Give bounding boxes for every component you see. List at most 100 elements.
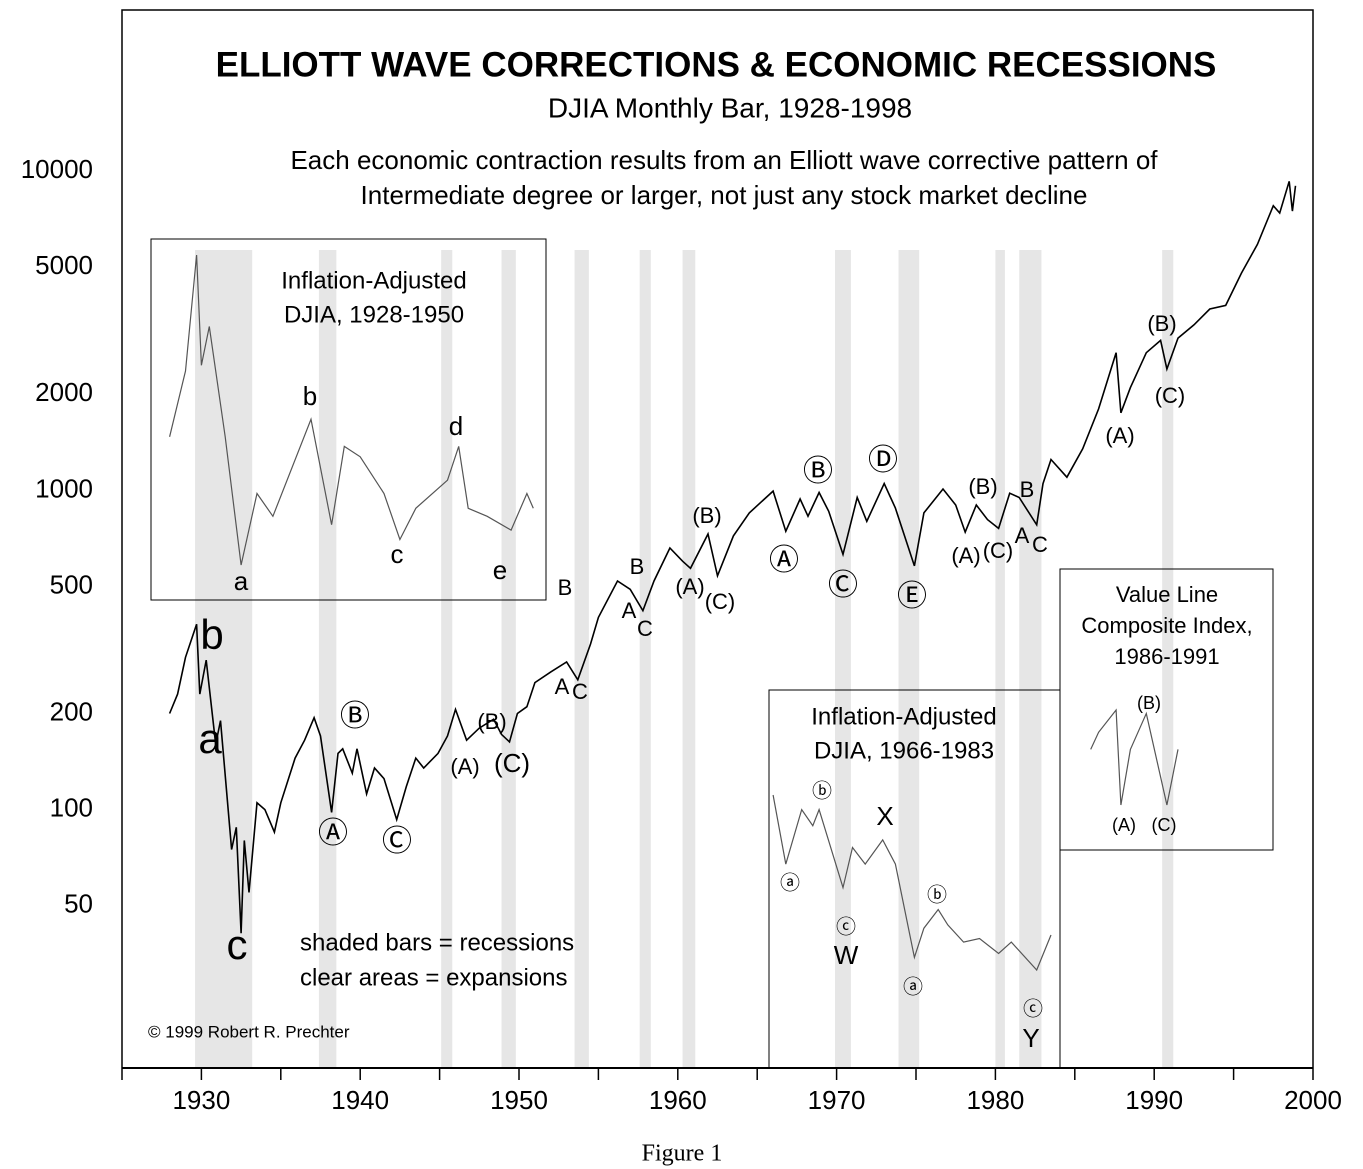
wave-label: b bbox=[200, 611, 223, 658]
wave-label: (A) bbox=[951, 543, 980, 568]
x-tick-label: 1980 bbox=[966, 1085, 1024, 1115]
x-tick-label: 1960 bbox=[649, 1085, 707, 1115]
recession-bar bbox=[1019, 250, 1042, 1068]
y-tick-label: 10000 bbox=[21, 154, 93, 184]
y-tick-label: 2000 bbox=[35, 377, 93, 407]
inset-title: Inflation-Adjusted bbox=[811, 703, 996, 730]
legend-text: shaded bars = recessions bbox=[300, 929, 574, 956]
y-tick-label: 500 bbox=[50, 569, 93, 599]
copyright: © 1999 Robert R. Prechter bbox=[148, 1022, 350, 1041]
y-tick-label: 100 bbox=[50, 792, 93, 822]
x-tick-label: 1970 bbox=[808, 1085, 866, 1115]
inset-wave-label: (A) bbox=[1112, 815, 1136, 835]
wave-label: A bbox=[555, 674, 570, 699]
recession-bar bbox=[639, 250, 651, 1068]
wave-label: (A) bbox=[675, 574, 704, 599]
y-tick-label: 1000 bbox=[35, 473, 93, 503]
wave-label: c bbox=[227, 921, 248, 968]
recession-bar bbox=[195, 250, 253, 1068]
description: Intermediate degree or larger, not just … bbox=[361, 180, 1088, 210]
x-tick-label: 1930 bbox=[172, 1085, 230, 1115]
inset-wave-label: ⓑ bbox=[927, 883, 947, 906]
recession-bar bbox=[835, 250, 851, 1068]
inset-wave-label: b bbox=[303, 381, 317, 411]
wave-label: C bbox=[1032, 532, 1048, 557]
recession-bar bbox=[574, 250, 589, 1068]
wave-label: (A) bbox=[450, 754, 479, 779]
wave-label: Ⓒ bbox=[828, 569, 858, 602]
wave-label: (A) bbox=[1105, 423, 1134, 448]
inset-wave-label: ⓑ bbox=[812, 779, 832, 802]
inset-box bbox=[150, 238, 547, 601]
wave-label: (C) bbox=[705, 589, 736, 614]
x-tick-label: 1990 bbox=[1125, 1085, 1183, 1115]
inset-wave-label: Y bbox=[1022, 1023, 1039, 1053]
x-tick-label: 1950 bbox=[490, 1085, 548, 1115]
inset-title: DJIA, 1966-1983 bbox=[814, 737, 994, 764]
description: Each economic contraction results from a… bbox=[290, 145, 1158, 175]
x-tick-label: 2000 bbox=[1284, 1085, 1342, 1115]
wave-label: B bbox=[1020, 477, 1035, 502]
plot-frame bbox=[121, 9, 1314, 1068]
inset-title: Composite Index, bbox=[1081, 613, 1252, 638]
wave-label: Ⓔ bbox=[897, 580, 927, 613]
recession-bar bbox=[441, 250, 453, 1068]
wave-label: A bbox=[1015, 523, 1030, 548]
wave-label: Ⓓ bbox=[868, 444, 898, 477]
wave-label: (B) bbox=[692, 503, 721, 528]
inset-box bbox=[1059, 568, 1274, 851]
wave-label: (B) bbox=[1147, 311, 1176, 336]
wave-label: Ⓑ bbox=[340, 700, 370, 733]
wave-label: (B) bbox=[477, 709, 506, 734]
recession-bar bbox=[318, 250, 337, 1068]
inset-line bbox=[169, 254, 534, 566]
caption: Figure 1 bbox=[642, 1141, 723, 1167]
inset-wave-label: ⓒ bbox=[1023, 997, 1043, 1020]
wave-label: Ⓐ bbox=[769, 544, 799, 577]
chart-title: ELLIOTT WAVE CORRECTIONS & ECONOMIC RECE… bbox=[216, 45, 1217, 84]
inset-wave-label: ⓐ bbox=[903, 975, 923, 998]
chart-subtitle: DJIA Monthly Bar, 1928-1998 bbox=[548, 92, 912, 123]
inset-wave-label: a bbox=[234, 566, 249, 596]
wave-label: a bbox=[198, 715, 222, 762]
y-tick-label: 200 bbox=[50, 696, 93, 726]
wave-label: (C) bbox=[1155, 383, 1186, 408]
y-tick-label: 5000 bbox=[35, 250, 93, 280]
wave-label: Ⓐ bbox=[318, 817, 348, 850]
inset-wave-label: ⓐ bbox=[780, 871, 800, 894]
inset-box bbox=[768, 689, 1061, 1069]
inset-title: Value Line bbox=[1116, 582, 1218, 607]
wave-label: C bbox=[637, 616, 653, 641]
inset-wave-label: c bbox=[391, 539, 404, 569]
wave-label: A bbox=[622, 598, 637, 623]
recession-bar bbox=[1162, 250, 1174, 1068]
inset-wave-label: W bbox=[834, 940, 859, 970]
inset-wave-label: ⓒ bbox=[836, 915, 856, 938]
inset-wave-label: X bbox=[876, 801, 893, 831]
inset-line bbox=[1090, 708, 1179, 806]
y-tick-label: 50 bbox=[64, 889, 93, 919]
legend-text: clear areas = expansions bbox=[300, 964, 568, 991]
x-tick-label: 1940 bbox=[331, 1085, 389, 1115]
recession-bar bbox=[995, 250, 1005, 1068]
recession-bar bbox=[682, 250, 696, 1068]
inset-wave-label: (B) bbox=[1137, 693, 1161, 713]
wave-label: (C) bbox=[983, 538, 1014, 563]
wave-label: Ⓒ bbox=[382, 825, 412, 858]
djia-line bbox=[168, 181, 1297, 934]
inset-title: Inflation-Adjusted bbox=[281, 267, 466, 294]
inset-wave-label: (C) bbox=[1152, 815, 1177, 835]
wave-label: B bbox=[630, 554, 645, 579]
inset-title: DJIA, 1928-1950 bbox=[284, 301, 464, 328]
wave-label: C bbox=[572, 679, 588, 704]
inset-title: 1986-1991 bbox=[1114, 644, 1219, 669]
inset-line bbox=[772, 794, 1052, 972]
inset-wave-label: d bbox=[449, 411, 463, 441]
wave-label: B bbox=[558, 575, 573, 600]
inset-wave-label: e bbox=[493, 555, 507, 585]
wave-label: Ⓑ bbox=[803, 455, 833, 488]
wave-label: (B) bbox=[968, 474, 997, 499]
recession-bar bbox=[898, 250, 920, 1068]
wave-label: (C) bbox=[494, 748, 530, 778]
